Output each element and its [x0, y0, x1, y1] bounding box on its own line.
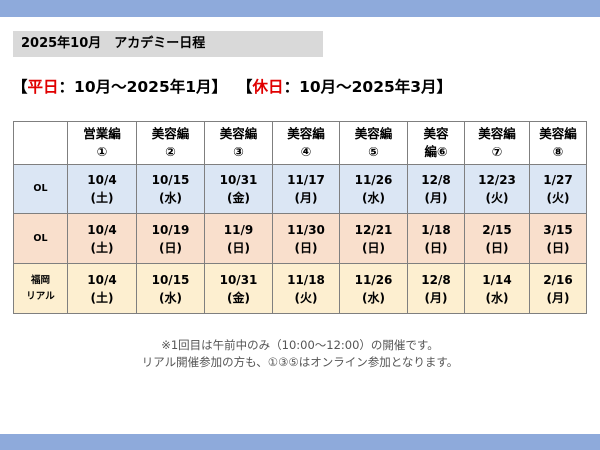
schedule-table: 営業編 ① 美容編 ② 美容編 ③ 美容編 ④ 美容編 ⑤ 美容 編⑥ 美容編 ⑦ 美容編 ⑧ …	[13, 121, 587, 314]
column-header: 美容編 ③	[204, 121, 273, 165]
date-cell: 10/19 (日)	[136, 213, 205, 264]
table-header-row: 営業編 ① 美容編 ② 美容編 ③ 美容編 ④ 美容編 ⑤ 美容 編⑥ 美容編 ⑦ 美容編 ⑧	[13, 121, 587, 165]
holiday-range: ：10月～2025年3月】	[283, 78, 453, 96]
date-cell: 1/14 (水)	[464, 263, 530, 314]
date-cell: 10/31 (金)	[204, 263, 273, 314]
column-header: 美容編 ⑦	[464, 121, 530, 165]
date-cell: 11/26 (水)	[339, 164, 408, 214]
date-cell: 11/9 (日)	[204, 213, 273, 264]
row-label: 福岡 リアル	[13, 263, 68, 314]
weekday-label: 平日	[27, 78, 59, 96]
note-line: リアル開催参加の方も、①③⑤はオンライン参加となります。	[141, 355, 459, 369]
column-header: 美容編 ④	[272, 121, 340, 165]
date-cell: 2/15 (日)	[464, 213, 530, 264]
date-cell: 10/4 (土)	[67, 263, 137, 314]
date-cell: 12/8 (月)	[407, 263, 465, 314]
page-title: 2025年10月 アカデミー日程	[13, 31, 323, 57]
note-line: ※1回目は午前中のみ（10:00～12:00）の開催です。	[161, 338, 439, 352]
table-row: OL 10/4 (土) 10/15 (水) 10/31 (金) 11/17 (月) 11…	[13, 164, 587, 214]
date-cell: 10/31 (金)	[204, 164, 273, 214]
column-header: 美容編 ②	[136, 121, 205, 165]
date-cell: 11/30 (日)	[272, 213, 340, 264]
bracket-open: 【	[237, 78, 253, 96]
column-header: 美容編 ⑤	[339, 121, 408, 165]
date-cell: 1/27 (火)	[529, 164, 587, 214]
date-cell: 3/15 (日)	[529, 213, 587, 264]
notes: ※1回目は午前中のみ（10:00～12:00）の開催です。 リアル開催参加の方も…	[0, 337, 600, 371]
corner-cell	[13, 121, 68, 165]
weekday-range: ：10月～2025年1月】	[58, 78, 228, 96]
schedule-period-headline: 【平日：10月～2025年1月】 【休日：10月～2025年3月】	[12, 75, 592, 97]
column-header: 美容 編⑥	[407, 121, 465, 165]
row-label: OL	[13, 164, 68, 214]
date-cell: 12/8 (月)	[407, 164, 465, 214]
top-band	[0, 0, 600, 17]
row-label: OL	[13, 213, 68, 264]
date-cell: 11/17 (月)	[272, 164, 340, 214]
date-cell: 12/23 (火)	[464, 164, 530, 214]
date-cell: 10/4 (土)	[67, 164, 137, 214]
date-cell: 2/16 (月)	[529, 263, 587, 314]
table-row: 福岡 リアル 10/4 (土) 10/15 (水) 10/31 (金) 11/18 (火)…	[13, 263, 587, 314]
bottom-band	[0, 434, 600, 450]
column-header: 営業編 ①	[67, 121, 137, 165]
date-cell: 11/18 (火)	[272, 263, 340, 314]
date-cell: 11/26 (水)	[339, 263, 408, 314]
column-header: 美容編 ⑧	[529, 121, 587, 165]
holiday-label: 休日	[252, 78, 284, 96]
table-row: OL 10/4 (土) 10/19 (日) 11/9 (日) 11/30 (日) 12/…	[13, 213, 587, 264]
date-cell: 10/15 (水)	[136, 164, 205, 214]
date-cell: 10/4 (土)	[67, 213, 137, 264]
date-cell: 10/15 (水)	[136, 263, 205, 314]
date-cell: 12/21 (日)	[339, 213, 408, 264]
bracket-open: 【	[12, 78, 28, 96]
date-cell: 1/18 (日)	[407, 213, 465, 264]
